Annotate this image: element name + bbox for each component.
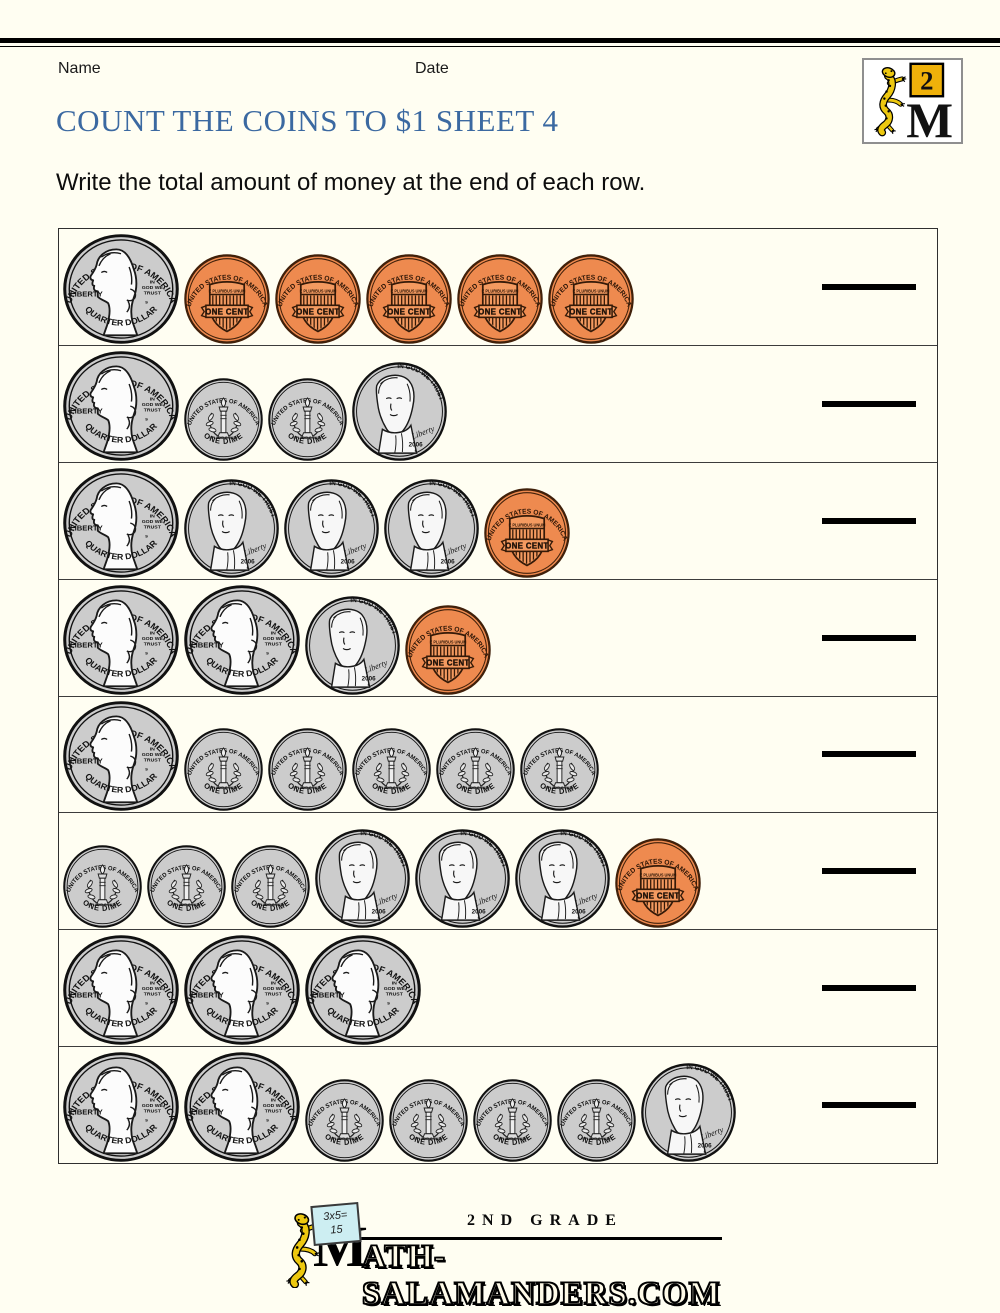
coin-strip xyxy=(63,234,634,345)
coin-quarter xyxy=(63,935,179,1045)
coin-penny xyxy=(484,488,570,578)
coin-penny xyxy=(615,838,701,928)
coin-penny xyxy=(275,254,361,344)
answer-blank[interactable] xyxy=(822,1102,916,1109)
coin-dime xyxy=(305,1079,384,1162)
coin-row xyxy=(59,463,937,580)
coin-dime xyxy=(184,377,263,461)
coin-dime xyxy=(184,728,263,812)
coin-quarter xyxy=(184,935,300,1045)
coin-dime xyxy=(473,1079,552,1162)
coin-dime xyxy=(147,845,226,929)
coin-row xyxy=(59,229,937,346)
answer-blank[interactable] xyxy=(822,517,916,524)
coin-strip xyxy=(63,701,599,812)
coin-nickel xyxy=(305,595,400,695)
coin-quarter xyxy=(184,584,300,695)
salamander-icon xyxy=(874,66,906,134)
answer-blank[interactable] xyxy=(822,868,916,875)
math-sign: 3x5= 15 xyxy=(310,1201,362,1247)
coin-row xyxy=(59,813,937,931)
coin-quarter xyxy=(184,1052,300,1162)
grade-text: 2ND GRADE xyxy=(467,1212,623,1229)
sign-line-2: 15 xyxy=(329,1223,344,1237)
answer-blank[interactable] xyxy=(822,634,916,641)
coin-nickel xyxy=(515,829,610,929)
coin-dime xyxy=(436,728,515,812)
coin-dime xyxy=(231,845,310,929)
instruction-text: Write the total amount of money at the e… xyxy=(56,169,646,196)
coin-row xyxy=(59,697,937,814)
coin-dime xyxy=(268,728,347,812)
coin-nickel xyxy=(184,478,279,578)
page-title: COUNT THE COINS TO $1 SHEET 4 xyxy=(56,103,559,138)
badge-m-letter: M xyxy=(906,93,953,142)
coin-row xyxy=(59,1047,937,1163)
coin-quarter xyxy=(63,701,179,812)
answer-blank[interactable] xyxy=(822,751,916,758)
coin-nickel xyxy=(415,829,510,929)
coin-quarter xyxy=(63,234,179,344)
coin-quarter xyxy=(63,350,179,461)
coin-nickel xyxy=(284,478,379,578)
coin-dime xyxy=(268,377,347,461)
coin-strip xyxy=(63,584,491,696)
answer-blank[interactable] xyxy=(822,400,916,407)
coin-nickel xyxy=(315,829,410,929)
grade-badge-art: 2 M xyxy=(864,60,953,148)
coin-quarter xyxy=(63,467,179,578)
coin-row xyxy=(59,346,937,463)
grade-number-square xyxy=(909,62,945,98)
coin-row xyxy=(59,930,937,1048)
grade-number: 2 xyxy=(920,66,933,96)
footer-logo: 3x5= 15 M 2ND GRADE ATH-SALAMANDERS.COM xyxy=(276,1201,746,1313)
coin-strip xyxy=(63,1052,736,1163)
answer-blank[interactable] xyxy=(822,985,916,992)
coin-quarter xyxy=(63,584,179,695)
coin-table xyxy=(58,228,938,1164)
coin-nickel xyxy=(384,478,479,578)
coin-dime xyxy=(520,728,599,812)
coin-strip xyxy=(63,350,447,462)
footer-divider xyxy=(360,1237,722,1240)
coin-nickel xyxy=(352,361,447,461)
coin-penny xyxy=(405,605,491,695)
coin-strip xyxy=(63,935,421,1046)
coin-penny xyxy=(366,254,452,344)
coin-row xyxy=(59,580,937,697)
coin-nickel xyxy=(641,1063,736,1162)
coin-dime xyxy=(63,845,142,929)
grade-badge: 2 M xyxy=(862,58,963,148)
coin-penny xyxy=(184,254,270,344)
coin-dime xyxy=(352,728,431,812)
coin-dime xyxy=(389,1079,468,1162)
name-label: Name xyxy=(58,60,101,77)
coin-quarter xyxy=(305,935,421,1045)
coin-dime xyxy=(557,1079,636,1162)
top-divider xyxy=(0,38,1000,47)
date-label: Date xyxy=(415,60,449,77)
coin-strip xyxy=(63,467,570,579)
coin-penny xyxy=(457,254,543,344)
coin-quarter xyxy=(63,1052,179,1162)
answer-blank[interactable] xyxy=(822,283,916,290)
coin-penny xyxy=(548,254,634,344)
site-name-text: ATH-SALAMANDERS.COM xyxy=(361,1238,721,1313)
coin-strip xyxy=(63,829,701,929)
